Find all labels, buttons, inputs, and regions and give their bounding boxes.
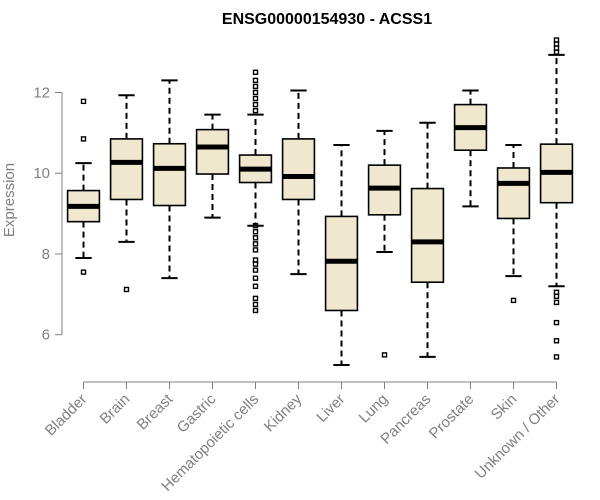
outlier-point	[252, 89, 259, 96]
box-group	[324, 143, 359, 366]
outlier-point	[252, 95, 259, 102]
box-group	[66, 98, 101, 275]
outlier-point	[553, 37, 560, 43]
outlier-point	[252, 83, 259, 90]
x-tick-label: Lung	[356, 391, 392, 427]
box-group	[152, 79, 187, 280]
x-tick-label: Breast	[134, 390, 177, 433]
outlier-point	[252, 257, 259, 263]
outlier-point	[553, 319, 560, 326]
iqr-box	[195, 128, 230, 175]
y-tick-label: 8	[42, 246, 50, 263]
outlier-point	[553, 299, 560, 306]
outlier-point	[252, 69, 259, 75]
box-group	[195, 113, 230, 219]
outlier-point	[252, 241, 259, 247]
y-axis-label: Expression	[1, 163, 18, 237]
outlier-point	[252, 101, 259, 108]
box-group	[539, 37, 574, 360]
outlier-point	[252, 235, 259, 241]
x-tick-label: Brain	[97, 391, 134, 428]
outlier-point	[123, 286, 130, 293]
y-tick-label: 10	[33, 165, 50, 182]
iqr-box	[496, 167, 531, 220]
plot-area	[66, 37, 574, 366]
outlier-point	[252, 107, 259, 114]
outlier-point	[252, 307, 259, 314]
iqr-box	[410, 187, 445, 284]
outlier-point	[252, 301, 259, 308]
box-group	[496, 143, 531, 304]
outlier-point	[381, 352, 388, 358]
box-group	[453, 89, 488, 208]
outlier-point	[553, 289, 560, 296]
outlier-point	[252, 275, 259, 281]
box-group	[281, 89, 316, 276]
outlier-point	[252, 283, 259, 289]
outlier-point	[553, 354, 560, 360]
x-tick-label: Prostate	[426, 391, 478, 443]
outlier-point	[80, 136, 87, 142]
outlier-point	[80, 269, 87, 275]
outlier-point	[252, 295, 259, 302]
y-axis: 6 8 10 12	[33, 84, 63, 344]
outlier-point	[252, 267, 259, 273]
x-tick-label: Skin	[488, 391, 521, 424]
box-group	[367, 129, 402, 358]
x-tick-label: Kidney	[261, 390, 306, 435]
y-tick-label: 6	[42, 327, 50, 344]
outlier-point	[252, 77, 259, 84]
box-group	[410, 121, 445, 358]
box-group	[238, 69, 273, 314]
outlier-point	[80, 98, 87, 105]
iqr-box	[109, 138, 144, 201]
x-tick-label: Liver	[313, 391, 348, 426]
iqr-box	[152, 142, 187, 207]
outlier-point	[252, 223, 259, 229]
y-tick-label: 12	[33, 84, 50, 101]
outlier-point	[510, 297, 517, 304]
chart-title: ENSG00000154930 - ACSS1	[222, 11, 432, 28]
x-tick-label: Bladder	[42, 391, 91, 440]
outlier-point	[553, 338, 560, 344]
iqr-box	[281, 138, 316, 201]
outlier-point	[252, 247, 259, 253]
box-group	[109, 94, 144, 293]
outlier-point	[252, 229, 259, 235]
